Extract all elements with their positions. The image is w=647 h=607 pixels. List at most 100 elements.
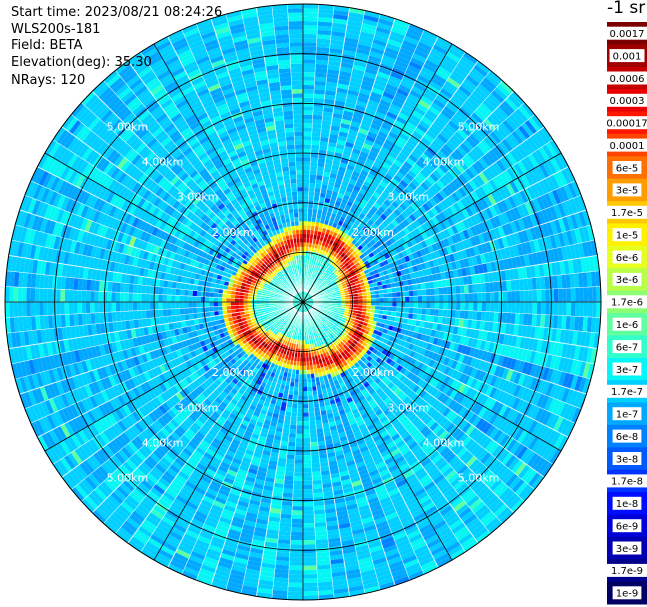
- ppi-cell: [390, 71, 404, 81]
- ppi-cell: [446, 77, 461, 89]
- ppi-cell: [344, 141, 355, 149]
- ppi-cell: [521, 122, 534, 137]
- ppi-cell: [309, 424, 317, 430]
- ppi-cell: [392, 227, 400, 235]
- ppi-cell: [491, 90, 505, 104]
- ppi-cell: [532, 289, 538, 302]
- ppi-cell: [331, 164, 340, 171]
- ppi-cell: [356, 158, 366, 166]
- ppi-cell: [479, 253, 487, 264]
- ppi-cell: [467, 151, 479, 163]
- ppi-cell: [326, 252, 331, 258]
- ppi-cell: [379, 127, 390, 136]
- ppi-cell: [290, 540, 303, 545]
- ppi-cell: [288, 437, 296, 443]
- ppi-cell: [386, 283, 392, 289]
- ppi-cell: [325, 288, 331, 292]
- ppi-cell: [303, 131, 312, 137]
- ppi-cell: [321, 210, 328, 216]
- ppi-cell: [303, 297, 304, 302]
- ppi-cell: [310, 278, 314, 283]
- ppi-cell: [474, 188, 484, 200]
- ppi-cell: [394, 186, 403, 195]
- ppi-cell: [293, 390, 299, 396]
- ppi-cell: [316, 235, 321, 241]
- ppi-cell: [485, 152, 496, 165]
- ppi-cell: [367, 154, 377, 162]
- ppi-cell: [425, 162, 436, 173]
- ppi-cell: [317, 440, 326, 446]
- ppi-cell: [303, 148, 311, 154]
- ppi-cell: [481, 183, 491, 196]
- ppi-cell: [321, 124, 331, 130]
- ppi-cell: [465, 206, 474, 217]
- ppi-cell: [415, 143, 427, 154]
- ppi-cell: [379, 293, 384, 298]
- ppi-cell: [298, 378, 303, 383]
- ppi-cell: [431, 243, 439, 252]
- ppi-cell: [459, 124, 472, 137]
- ppi-cell: [380, 123, 392, 132]
- ppi-cell: [328, 276, 333, 281]
- ppi-cell: [590, 240, 598, 256]
- ppi-cell: [531, 314, 537, 327]
- ppi-cell: [421, 289, 427, 296]
- ppi-cell: [408, 307, 414, 314]
- ppi-cell: [476, 311, 482, 321]
- ppi-cell: [456, 62, 471, 75]
- ppi-cell: [482, 77, 497, 90]
- ppi-cell: [451, 309, 456, 318]
- ppi-cell: [355, 136, 366, 143]
- ppi-cell: [590, 271, 597, 287]
- ppi-cell: [303, 382, 308, 388]
- ppi-cell: [434, 250, 441, 259]
- ppi-cell: [545, 289, 550, 302]
- ppi-cell: [351, 203, 359, 210]
- ppi-cell: [442, 84, 456, 96]
- ppi-cell: [520, 242, 528, 256]
- ppi-cell: [524, 201, 534, 215]
- ppi-cell: [473, 64, 488, 77]
- ppi-cell: [327, 181, 335, 187]
- ppi-cell: [430, 77, 445, 88]
- ppi-cell: [326, 289, 331, 293]
- ppi-cell: [313, 97, 325, 103]
- ppi-cell: [578, 227, 587, 243]
- ppi-cell: [322, 282, 327, 286]
- ppi-cell: [356, 250, 363, 257]
- ppi-cell: [558, 288, 563, 302]
- ppi-cell: [289, 565, 303, 571]
- ppi-cell: [518, 105, 532, 120]
- ppi-cell: [379, 302, 384, 307]
- ppi-cell: [344, 190, 352, 197]
- ppi-cell: [413, 147, 424, 157]
- ppi-cell: [390, 127, 401, 137]
- ppi-cell: [303, 501, 314, 507]
- ppi-cell: [422, 302, 427, 309]
- ppi-cell: [379, 165, 389, 174]
- ppi-cell: [340, 257, 346, 263]
- ppi-cell: [413, 49, 429, 60]
- ppi-cell: [472, 283, 478, 294]
- ppi-cell: [316, 34, 331, 40]
- ppi-cell: [408, 313, 414, 320]
- ppi-cell: [361, 184, 369, 192]
- ppi-cell: [426, 295, 431, 302]
- ppi-cell: [542, 263, 549, 277]
- ppi-cell: [324, 261, 329, 267]
- ppi-cell: [392, 143, 403, 152]
- ppi-cell: [552, 315, 559, 329]
- ppi-cell: [304, 294, 307, 299]
- ppi-cell: [466, 227, 474, 238]
- ppi-cell: [339, 202, 347, 209]
- ppi-cell: [471, 176, 482, 189]
- ppi-cell: [310, 441, 319, 447]
- ppi-cell: [498, 259, 505, 271]
- ppi-cell: [364, 284, 370, 289]
- ppi-cell: [337, 135, 348, 142]
- ppi-cell: [314, 280, 318, 285]
- ppi-cell: [418, 156, 429, 166]
- ppi-cell: [362, 143, 373, 151]
- ppi-cell: [527, 278, 533, 291]
- ppi-cell: [331, 281, 337, 285]
